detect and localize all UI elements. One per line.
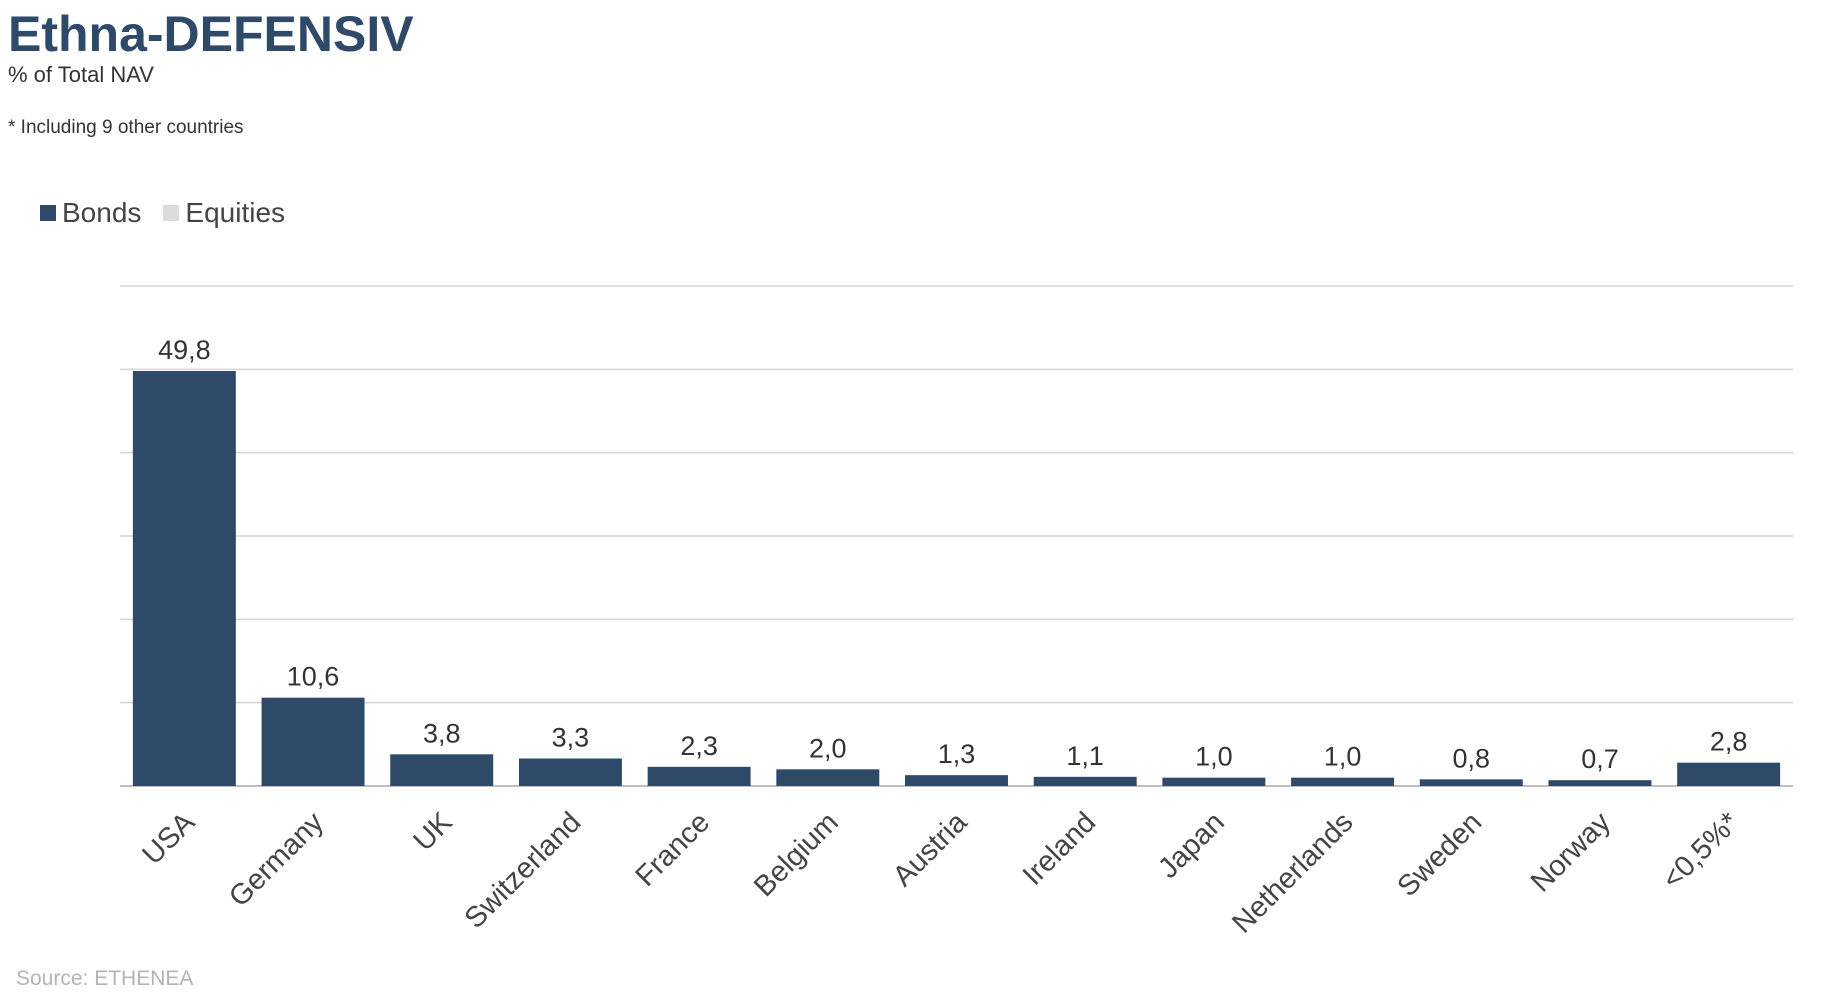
- bar-bonds: [1162, 777, 1266, 786]
- data-label: 1,0: [1195, 742, 1233, 772]
- data-label: 1,1: [1066, 741, 1104, 771]
- bar-bonds: [261, 697, 365, 786]
- chart-subtitle: % of Total NAV: [8, 62, 154, 87]
- legend-label-equities: Equities: [185, 197, 286, 228]
- x-axis-tick-labels: USA Germany UK Switzerland France Belgium Aust…: [136, 806, 1745, 940]
- legend-swatch-bonds: [40, 205, 56, 221]
- x-tick-label: UK: [408, 806, 460, 858]
- bar-bonds: [132, 371, 236, 786]
- legend-label-bonds: Bonds: [62, 197, 142, 228]
- x-tick-label: Norway: [1525, 806, 1617, 898]
- x-tick-label: Germany: [223, 806, 330, 913]
- gridlines: [120, 285, 1793, 787]
- x-tick-label: France: [630, 806, 716, 892]
- data-label: 0,7: [1581, 744, 1619, 774]
- chart-legend: Bonds Equities: [40, 197, 307, 229]
- data-label: 3,3: [552, 723, 590, 753]
- x-tick-label: Switzerland: [459, 806, 588, 935]
- data-label: 49,8: [158, 335, 211, 365]
- data-label: 10,6: [287, 662, 340, 692]
- bar-bonds: [390, 754, 494, 786]
- bar-bonds: [776, 769, 880, 786]
- data-label: 1,0: [1324, 742, 1362, 772]
- bar-bonds: [1677, 762, 1781, 786]
- x-tick-label: Austria: [887, 806, 974, 893]
- data-labels: 49,8 10,6 3,8 3,3 2,3 2,0 1,3 1,1 1,0 1,0 0,8 0,7 2,…: [158, 335, 1747, 774]
- bar-bonds: [1291, 777, 1395, 786]
- data-label: 3,8: [423, 718, 461, 748]
- x-tick-label: USA: [136, 806, 201, 871]
- x-tick-label: Ireland: [1017, 806, 1102, 891]
- data-label: 2,0: [809, 733, 847, 763]
- bar-bonds: [518, 758, 622, 786]
- bars: [132, 371, 1781, 786]
- chart-footnote: * Including 9 other countries: [8, 117, 244, 138]
- legend-item-bonds: Bonds: [40, 197, 141, 229]
- bar-bonds: [1548, 780, 1652, 786]
- source-note: Source: ETHENEA: [16, 967, 194, 990]
- bar-bonds: [1033, 776, 1137, 786]
- x-tick-label: Belgium: [748, 806, 845, 903]
- bar-bonds: [905, 775, 1008, 786]
- bar-bonds: [647, 766, 751, 786]
- data-label: 0,8: [1452, 743, 1490, 773]
- x-tick-label: Netherlands: [1226, 806, 1359, 939]
- data-label: 2,3: [680, 731, 718, 761]
- legend-swatch-equities: [163, 205, 180, 221]
- x-tick-label: Japan: [1152, 806, 1230, 884]
- x-tick-label: Sweden: [1391, 806, 1488, 903]
- bar-bonds: [1419, 779, 1523, 786]
- data-label: 1,3: [938, 739, 976, 769]
- data-label: 2,8: [1710, 727, 1748, 757]
- chart-title: Ethna-DEFENSIV: [8, 6, 414, 62]
- legend-item-equities: Equities: [163, 197, 285, 229]
- x-tick-label: <0,5%*: [1656, 806, 1745, 895]
